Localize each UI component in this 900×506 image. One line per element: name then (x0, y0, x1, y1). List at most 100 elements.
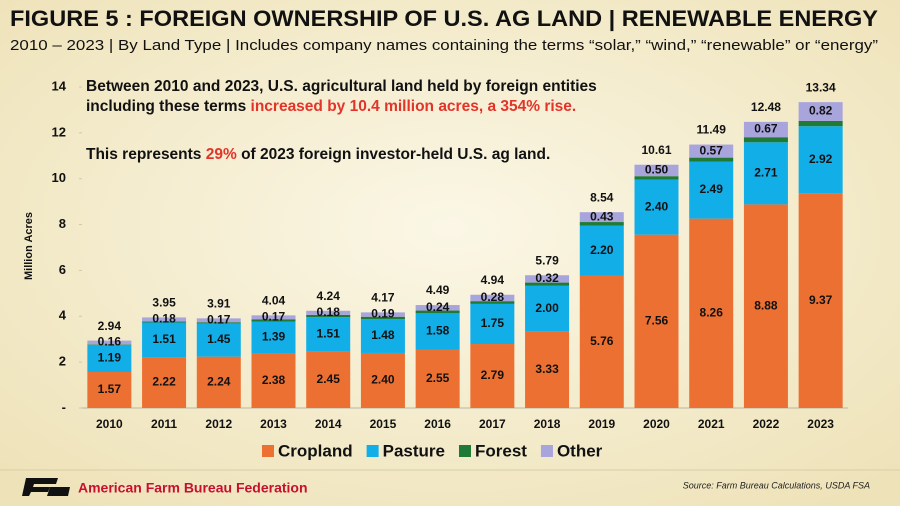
total-label: 4.17 (371, 291, 395, 305)
annotation-segment: including these terms (86, 98, 251, 115)
bar-segment (798, 193, 843, 408)
x-tick-label: 2013 (260, 417, 287, 431)
x-tick-label: 2017 (479, 417, 506, 431)
value-label: 2.45 (317, 372, 341, 386)
value-label: 1.58 (426, 324, 450, 338)
bar-segment (251, 353, 296, 408)
value-label: 0.24 (426, 300, 450, 314)
bar-segment (634, 179, 679, 235)
total-label: 4.24 (317, 289, 341, 303)
bar-segment (415, 349, 460, 408)
total-label: 4.94 (481, 273, 505, 287)
value-label: 2.92 (809, 152, 833, 166)
bar-segment (360, 319, 405, 353)
value-label: 0.19 (371, 307, 395, 321)
value-label: 0.57 (700, 143, 724, 157)
value-label: 1.48 (371, 328, 395, 342)
value-label: 2.79 (481, 368, 505, 382)
value-label: 1.75 (481, 316, 505, 330)
x-tick-label: 2018 (534, 417, 561, 431)
bar-segment (251, 321, 296, 354)
value-label: 1.51 (317, 327, 341, 341)
bar-segment (798, 126, 843, 194)
bar-segment (634, 176, 679, 180)
value-label: 0.82 (809, 104, 833, 118)
bar-segment (579, 212, 624, 223)
bar-segment (360, 316, 405, 320)
legend-swatch (540, 445, 553, 457)
y-tick-label: 4 (59, 308, 67, 323)
y-tick-label: - (62, 399, 66, 414)
total-label: 10.61 (641, 143, 671, 157)
total-label: 11.49 (697, 123, 727, 137)
bar-segment (743, 121, 788, 138)
value-label: 1.51 (152, 332, 176, 346)
value-label: 2.00 (535, 301, 559, 315)
y-axis-label: Million Acres (23, 212, 35, 280)
source: Source: Farm Bureau Calculations, USDA F… (683, 480, 870, 490)
value-label: 2.49 (700, 182, 724, 196)
bar-segment (470, 294, 515, 302)
total-label: 4.04 (262, 294, 286, 308)
bar-segment (306, 317, 351, 352)
bar-segment (251, 315, 296, 320)
value-label: 0.28 (481, 290, 505, 304)
bar-segment (306, 310, 351, 315)
legend-label: Cropland (278, 441, 353, 460)
value-label: 2.20 (590, 243, 614, 257)
x-tick-label: 2015 (370, 417, 397, 431)
y-tick-label: 8 (59, 216, 66, 231)
bar-segment (87, 372, 132, 408)
bar-segment (306, 314, 351, 318)
logo (22, 478, 70, 496)
x-tick-label: 2011 (151, 417, 177, 431)
value-label: 0.43 (590, 209, 614, 223)
bar-segment (525, 285, 570, 332)
bar-segment (634, 164, 679, 177)
x-tick-label: 2020 (643, 417, 670, 431)
total-label: 5.79 (535, 253, 559, 267)
bar-segment (142, 317, 187, 322)
y-tick-label: 14 (52, 78, 67, 93)
bar-segment (689, 157, 734, 162)
value-label: 2.24 (207, 374, 231, 388)
legend-swatch (458, 445, 471, 457)
bar-segment (415, 313, 460, 350)
bar-segment (689, 144, 734, 158)
y-tick-label: 10 (52, 170, 66, 185)
legend: Cropland Pasture Forest Other (262, 441, 603, 460)
bar-segment (470, 301, 515, 304)
value-label: 0.17 (262, 309, 286, 323)
total-label: 4.49 (426, 283, 450, 297)
bar-segment (743, 137, 788, 143)
value-label: 2.38 (262, 373, 286, 387)
annotation: Between 2010 and 2023, U.S. agricultural… (86, 78, 597, 95)
value-label: 5.76 (590, 334, 614, 348)
bar-segment (579, 275, 624, 408)
bar-segment (579, 225, 624, 276)
value-label: 1.45 (207, 332, 231, 346)
annotation: This represents 29% of 2023 foreign inve… (86, 146, 550, 163)
annotation-segment: This represents (86, 146, 206, 163)
total-label: 13.34 (806, 80, 836, 94)
x-tick-label: 2012 (205, 417, 232, 431)
bar-segment (798, 120, 843, 127)
x-tick-label: 2022 (753, 417, 780, 431)
bar-segment (415, 310, 460, 314)
legend-swatch (366, 445, 379, 457)
annotation-segment: of 2023 foreign investor-held U.S. ag la… (237, 146, 551, 163)
bar-segment (525, 275, 570, 283)
total-label: 3.95 (152, 296, 176, 310)
value-label: 2.40 (645, 199, 669, 213)
bar-segment (525, 331, 570, 408)
bar-segment (251, 319, 296, 322)
x-tick-label: 2010 (96, 417, 123, 431)
value-label: 3.33 (535, 362, 559, 376)
bar-segment (87, 344, 132, 373)
value-label: 0.32 (535, 271, 559, 285)
value-label: 0.18 (152, 312, 176, 326)
bar-segment (470, 303, 515, 345)
bar-segment (142, 322, 187, 358)
total-label: 8.54 (590, 190, 614, 204)
